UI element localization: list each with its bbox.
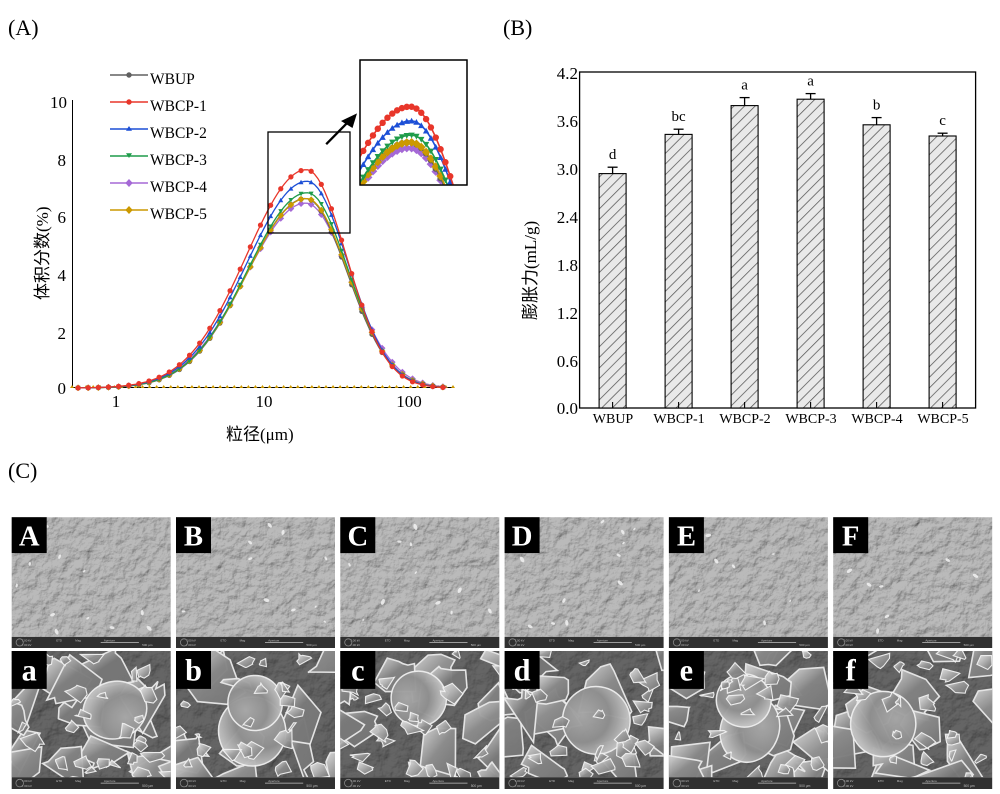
svg-text:bc: bc xyxy=(672,109,687,125)
svg-text:ETD: ETD xyxy=(385,779,392,783)
svg-text:500 µm: 500 µm xyxy=(142,643,153,647)
svg-text:ETD: ETD xyxy=(713,779,720,783)
svg-text:Mag: Mag xyxy=(733,779,739,783)
svg-text:Aperture: Aperture xyxy=(104,779,116,783)
svg-text:B: B xyxy=(184,520,203,552)
svg-text:ETD: ETD xyxy=(221,639,227,643)
svg-text:500 µm: 500 µm xyxy=(635,784,646,788)
svg-text:Aperture: Aperture xyxy=(925,779,937,783)
svg-text:Mag: Mag xyxy=(240,639,246,643)
svg-text:d: d xyxy=(609,147,617,163)
svg-text:Mag: Mag xyxy=(897,639,903,643)
svg-text:Aperture: Aperture xyxy=(761,779,773,783)
svg-text:Mag: Mag xyxy=(404,639,410,643)
svg-text:500 µm: 500 µm xyxy=(142,784,153,788)
svg-text:E: E xyxy=(677,520,696,552)
svg-text:F: F xyxy=(842,520,860,552)
svg-text:ETD: ETD xyxy=(56,639,62,643)
svg-text:ETD: ETD xyxy=(549,639,555,643)
svg-text:a: a xyxy=(22,654,37,688)
svg-text:ETD: ETD xyxy=(878,779,885,783)
svg-text:e: e xyxy=(680,654,693,688)
svg-text:Mag: Mag xyxy=(75,639,81,643)
svg-text:500 µm: 500 µm xyxy=(964,784,975,788)
svg-text:A: A xyxy=(19,520,40,552)
svg-text:500 µm: 500 µm xyxy=(799,784,810,788)
svg-text:b: b xyxy=(185,654,202,688)
svg-text:Mag: Mag xyxy=(404,779,410,783)
svg-text:500 µm: 500 µm xyxy=(306,784,317,788)
svg-text:b: b xyxy=(873,98,881,114)
svg-text:Mag: Mag xyxy=(240,779,246,783)
svg-text:C: C xyxy=(347,520,368,552)
svg-text:ETD: ETD xyxy=(878,639,884,643)
svg-text:500 µm: 500 µm xyxy=(964,643,975,647)
svg-text:f: f xyxy=(846,654,857,688)
svg-text:c: c xyxy=(939,113,946,129)
svg-text:D: D xyxy=(512,520,533,552)
svg-text:c: c xyxy=(351,654,364,688)
svg-text:a: a xyxy=(807,74,814,90)
svg-text:Mag: Mag xyxy=(897,779,903,783)
svg-text:500 µm: 500 µm xyxy=(799,643,810,647)
svg-text:500 µm: 500 µm xyxy=(471,643,482,647)
svg-text:Aperture: Aperture xyxy=(597,779,609,783)
svg-text:Mag: Mag xyxy=(568,779,574,783)
svg-text:500 µm: 500 µm xyxy=(306,643,317,647)
svg-text:a: a xyxy=(741,78,748,94)
svg-text:ETD: ETD xyxy=(221,779,228,783)
svg-text:Mag: Mag xyxy=(75,779,81,783)
svg-text:d: d xyxy=(514,654,531,688)
svg-text:Aperture: Aperture xyxy=(268,779,280,783)
svg-text:Mag: Mag xyxy=(733,639,739,643)
svg-text:Aperture: Aperture xyxy=(433,779,445,783)
svg-text:500 µm: 500 µm xyxy=(635,643,646,647)
svg-text:500 µm: 500 µm xyxy=(471,784,482,788)
svg-text:ETD: ETD xyxy=(56,779,63,783)
svg-text:ETD: ETD xyxy=(385,639,391,643)
svg-text:ETD: ETD xyxy=(549,779,556,783)
svg-text:Mag: Mag xyxy=(568,639,574,643)
svg-text:ETD: ETD xyxy=(713,639,719,643)
